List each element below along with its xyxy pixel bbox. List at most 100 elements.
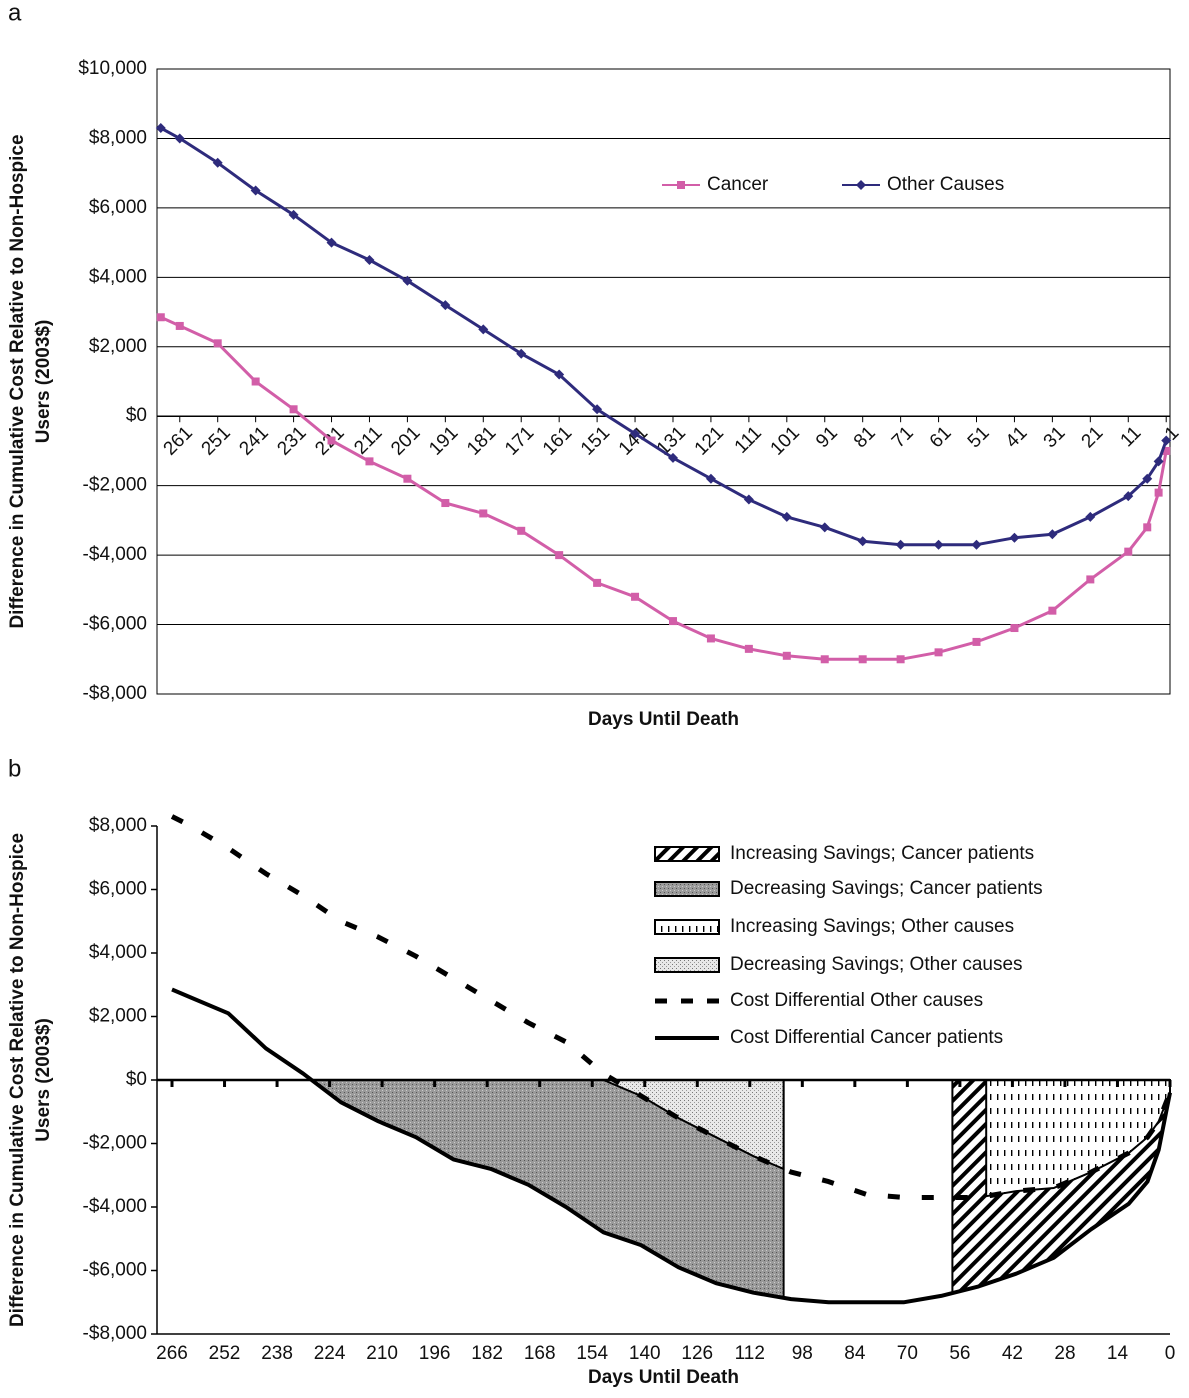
point-marker bbox=[1009, 532, 1020, 543]
x-tick-label: 241 bbox=[235, 422, 272, 459]
x-tick-label: 210 bbox=[366, 1343, 398, 1364]
point-marker bbox=[156, 313, 165, 322]
y-tick-label: $4,000 bbox=[89, 266, 147, 287]
point-marker bbox=[857, 536, 868, 547]
series-line bbox=[160, 126, 1168, 547]
y-tick-label: $6,000 bbox=[89, 197, 147, 218]
point-marker bbox=[668, 617, 677, 626]
legend-marker bbox=[856, 180, 866, 190]
x-tick-label: 70 bbox=[897, 1343, 918, 1364]
point-marker bbox=[971, 539, 982, 550]
legend-label: Cost Differential Other causes bbox=[730, 990, 983, 1011]
y-tick-label: -$6,000 bbox=[83, 1260, 147, 1281]
series-line bbox=[170, 814, 1173, 1200]
x-tick-label: 31 bbox=[1040, 422, 1070, 452]
point-marker bbox=[555, 551, 564, 560]
point-marker bbox=[1153, 456, 1164, 467]
x-tick-label: 28 bbox=[1054, 1343, 1075, 1364]
point-marker bbox=[782, 651, 791, 660]
x-tick-label: 121 bbox=[691, 422, 728, 459]
point-marker bbox=[972, 637, 981, 646]
point-marker bbox=[781, 511, 792, 522]
legend-marker bbox=[677, 181, 685, 189]
point-marker bbox=[403, 474, 412, 483]
y-axis-title: Users (2003$) bbox=[33, 320, 54, 444]
x-axis-title: Days Until Death bbox=[588, 709, 739, 730]
legend-label: Increasing Savings; Other causes bbox=[730, 916, 1014, 937]
x-tick-label: 81 bbox=[850, 422, 880, 452]
y-tick-label: $0 bbox=[126, 405, 147, 426]
point-marker bbox=[1124, 547, 1133, 556]
x-tick-label: 14 bbox=[1107, 1343, 1129, 1364]
point-marker bbox=[1123, 491, 1134, 502]
point-marker bbox=[212, 157, 223, 168]
x-tick-label: 51 bbox=[964, 422, 994, 452]
point-marker bbox=[174, 133, 185, 144]
x-tick-label: 140 bbox=[629, 1343, 661, 1364]
y-tick-label: $4,000 bbox=[89, 942, 147, 963]
point-marker bbox=[326, 237, 337, 248]
x-tick-label: 126 bbox=[681, 1343, 713, 1364]
point-marker bbox=[1162, 446, 1171, 455]
point-marker bbox=[250, 185, 261, 196]
panel-tag: a bbox=[8, 0, 22, 26]
point-marker bbox=[667, 452, 678, 463]
legend-swatch bbox=[654, 846, 720, 862]
x-tick-label: 168 bbox=[524, 1343, 556, 1364]
x-tick-label: 224 bbox=[314, 1343, 346, 1364]
x-tick-label: 84 bbox=[844, 1343, 866, 1364]
x-tick-label: 41 bbox=[1002, 422, 1032, 452]
point-marker bbox=[743, 494, 754, 505]
point-marker bbox=[705, 473, 716, 484]
point-marker bbox=[631, 592, 640, 601]
x-tick-label: 42 bbox=[1002, 1343, 1023, 1364]
y-tick-label: $8,000 bbox=[89, 127, 147, 148]
legend-swatch bbox=[654, 881, 720, 897]
point-marker bbox=[1048, 606, 1057, 615]
x-tick-label: 171 bbox=[501, 422, 538, 459]
y-tick-label: $8,000 bbox=[89, 815, 147, 836]
x-tick-label: 154 bbox=[576, 1343, 608, 1364]
x-tick-label: 201 bbox=[387, 422, 424, 459]
point-marker bbox=[1047, 529, 1058, 540]
y-axis-title: Difference in Cumulative Cost Relative t… bbox=[7, 833, 28, 1327]
y-tick-label: -$8,000 bbox=[83, 1323, 147, 1344]
legend-label: Cost Differential Cancer patients bbox=[730, 1027, 1003, 1048]
point-marker bbox=[364, 254, 375, 265]
point-marker bbox=[1142, 473, 1153, 484]
x-tick-label: 131 bbox=[653, 422, 690, 459]
point-marker bbox=[175, 321, 184, 330]
point-marker bbox=[744, 644, 753, 653]
point-marker bbox=[1143, 523, 1152, 532]
point-marker bbox=[593, 578, 602, 587]
y-tick-label: $0 bbox=[126, 1069, 147, 1090]
y-tick-label: -$2,000 bbox=[83, 1133, 147, 1154]
x-tick-label: 238 bbox=[261, 1343, 293, 1364]
point-marker bbox=[1085, 511, 1096, 522]
x-tick-label: 266 bbox=[156, 1343, 188, 1364]
point-marker bbox=[478, 324, 489, 335]
point-marker bbox=[820, 655, 829, 664]
point-marker bbox=[895, 539, 906, 550]
x-tick-label: 98 bbox=[792, 1343, 813, 1364]
series-line bbox=[171, 987, 1172, 1305]
y-tick-label: -$4,000 bbox=[83, 544, 147, 565]
x-tick-label: 252 bbox=[209, 1343, 241, 1364]
x-tick-label: 71 bbox=[888, 422, 918, 452]
x-tick-label: 61 bbox=[926, 422, 956, 452]
point-marker bbox=[819, 522, 830, 533]
x-tick-label: 231 bbox=[273, 422, 310, 459]
point-marker bbox=[1010, 624, 1019, 633]
x-tick-label: 191 bbox=[425, 422, 462, 459]
legend-label: Increasing Savings; Cancer patients bbox=[730, 843, 1034, 864]
point-marker bbox=[251, 377, 260, 386]
point-marker bbox=[440, 300, 451, 311]
y-axis-title: Users (2003$) bbox=[33, 1018, 54, 1142]
x-axis-title: Days Until Death bbox=[588, 1367, 739, 1388]
x-tick-label: 56 bbox=[949, 1343, 970, 1364]
point-marker bbox=[516, 348, 527, 359]
plot-frame bbox=[156, 68, 1171, 695]
point-marker bbox=[933, 539, 944, 550]
x-tick-label: 251 bbox=[198, 422, 235, 459]
point-marker bbox=[213, 339, 222, 348]
